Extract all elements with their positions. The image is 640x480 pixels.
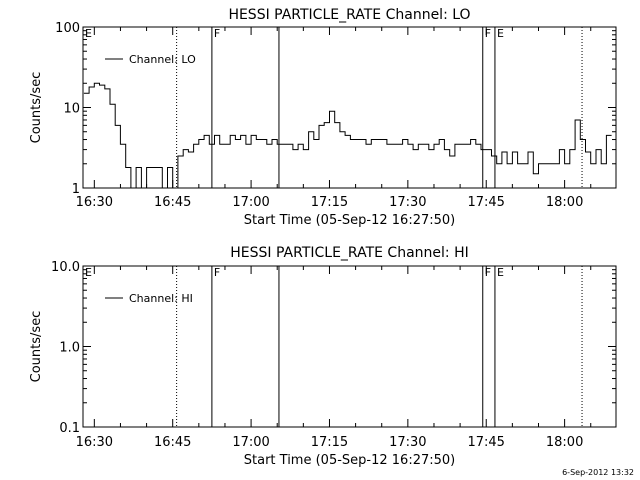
x-tick-label: 16:30: [76, 195, 113, 210]
legend: Channel: HI: [105, 292, 193, 305]
y-tick-label: 10.0: [51, 260, 80, 275]
event-marker-label: F: [485, 266, 491, 279]
y-axis-label: Counts/sec: [29, 311, 44, 383]
x-tick-label: 16:45: [154, 435, 191, 450]
event-marker-label: F: [485, 27, 491, 40]
x-tick-label: 16:45: [154, 195, 191, 210]
x-tick-label: 18:00: [546, 195, 583, 210]
x-tick-label: 17:30: [389, 195, 426, 210]
event-marker-label: E: [497, 266, 504, 279]
y-tick-label: 1: [72, 182, 80, 197]
chart-title: HESSI PARTICLE_RATE Channel: LO: [228, 7, 470, 23]
plot-frame: [82, 26, 617, 189]
x-tick-label: 17:15: [311, 195, 348, 210]
y-tick-label: 100: [55, 21, 80, 36]
x-tick-label: 17:00: [232, 195, 269, 210]
y-tick-label: 0.1: [59, 421, 80, 436]
series-line-1: [83, 82, 612, 189]
chart-panel-2: HESSI PARTICLE_RATE Channel: HI 16:30 16:4…: [29, 245, 617, 468]
x-tick-label: 16:30: [76, 435, 113, 450]
plot-frame: [82, 265, 617, 428]
event-marker-label: E: [497, 27, 504, 40]
x-tick-label: 18:00: [546, 435, 583, 450]
legend-label: Channel: HI: [129, 292, 193, 305]
x-tick-label: 17:45: [467, 195, 504, 210]
x-tick-label: 17:00: [232, 435, 269, 450]
event-marker-label: F: [214, 266, 220, 279]
legend: Channel: LO: [105, 53, 196, 66]
legend-label: Channel: LO: [129, 53, 196, 66]
y-tick-label: 10: [63, 102, 80, 117]
chart-panel-1: HESSI PARTICLE_RATE Channel: LO 16:30 16:4…: [29, 7, 617, 228]
event-marker-label: E: [85, 266, 92, 279]
y-axis-label: Counts/sec: [29, 72, 44, 144]
x-tick-label: 17:15: [311, 435, 348, 450]
x-axis-label: Start Time (05-Sep-12 16:27:50): [244, 453, 455, 468]
event-marker-label: F: [214, 27, 220, 40]
y-tick-label: 1.0: [59, 341, 80, 356]
x-axis-label: Start Time (05-Sep-12 16:27:50): [244, 213, 455, 228]
event-marker-label: E: [85, 27, 92, 40]
chart-title: HESSI PARTICLE_RATE Channel: HI: [230, 245, 468, 261]
x-tick-label: 17:30: [389, 435, 426, 450]
footer-date: 6-Sep-2012 13:32: [562, 468, 634, 477]
x-tick-label: 17:45: [467, 435, 504, 450]
